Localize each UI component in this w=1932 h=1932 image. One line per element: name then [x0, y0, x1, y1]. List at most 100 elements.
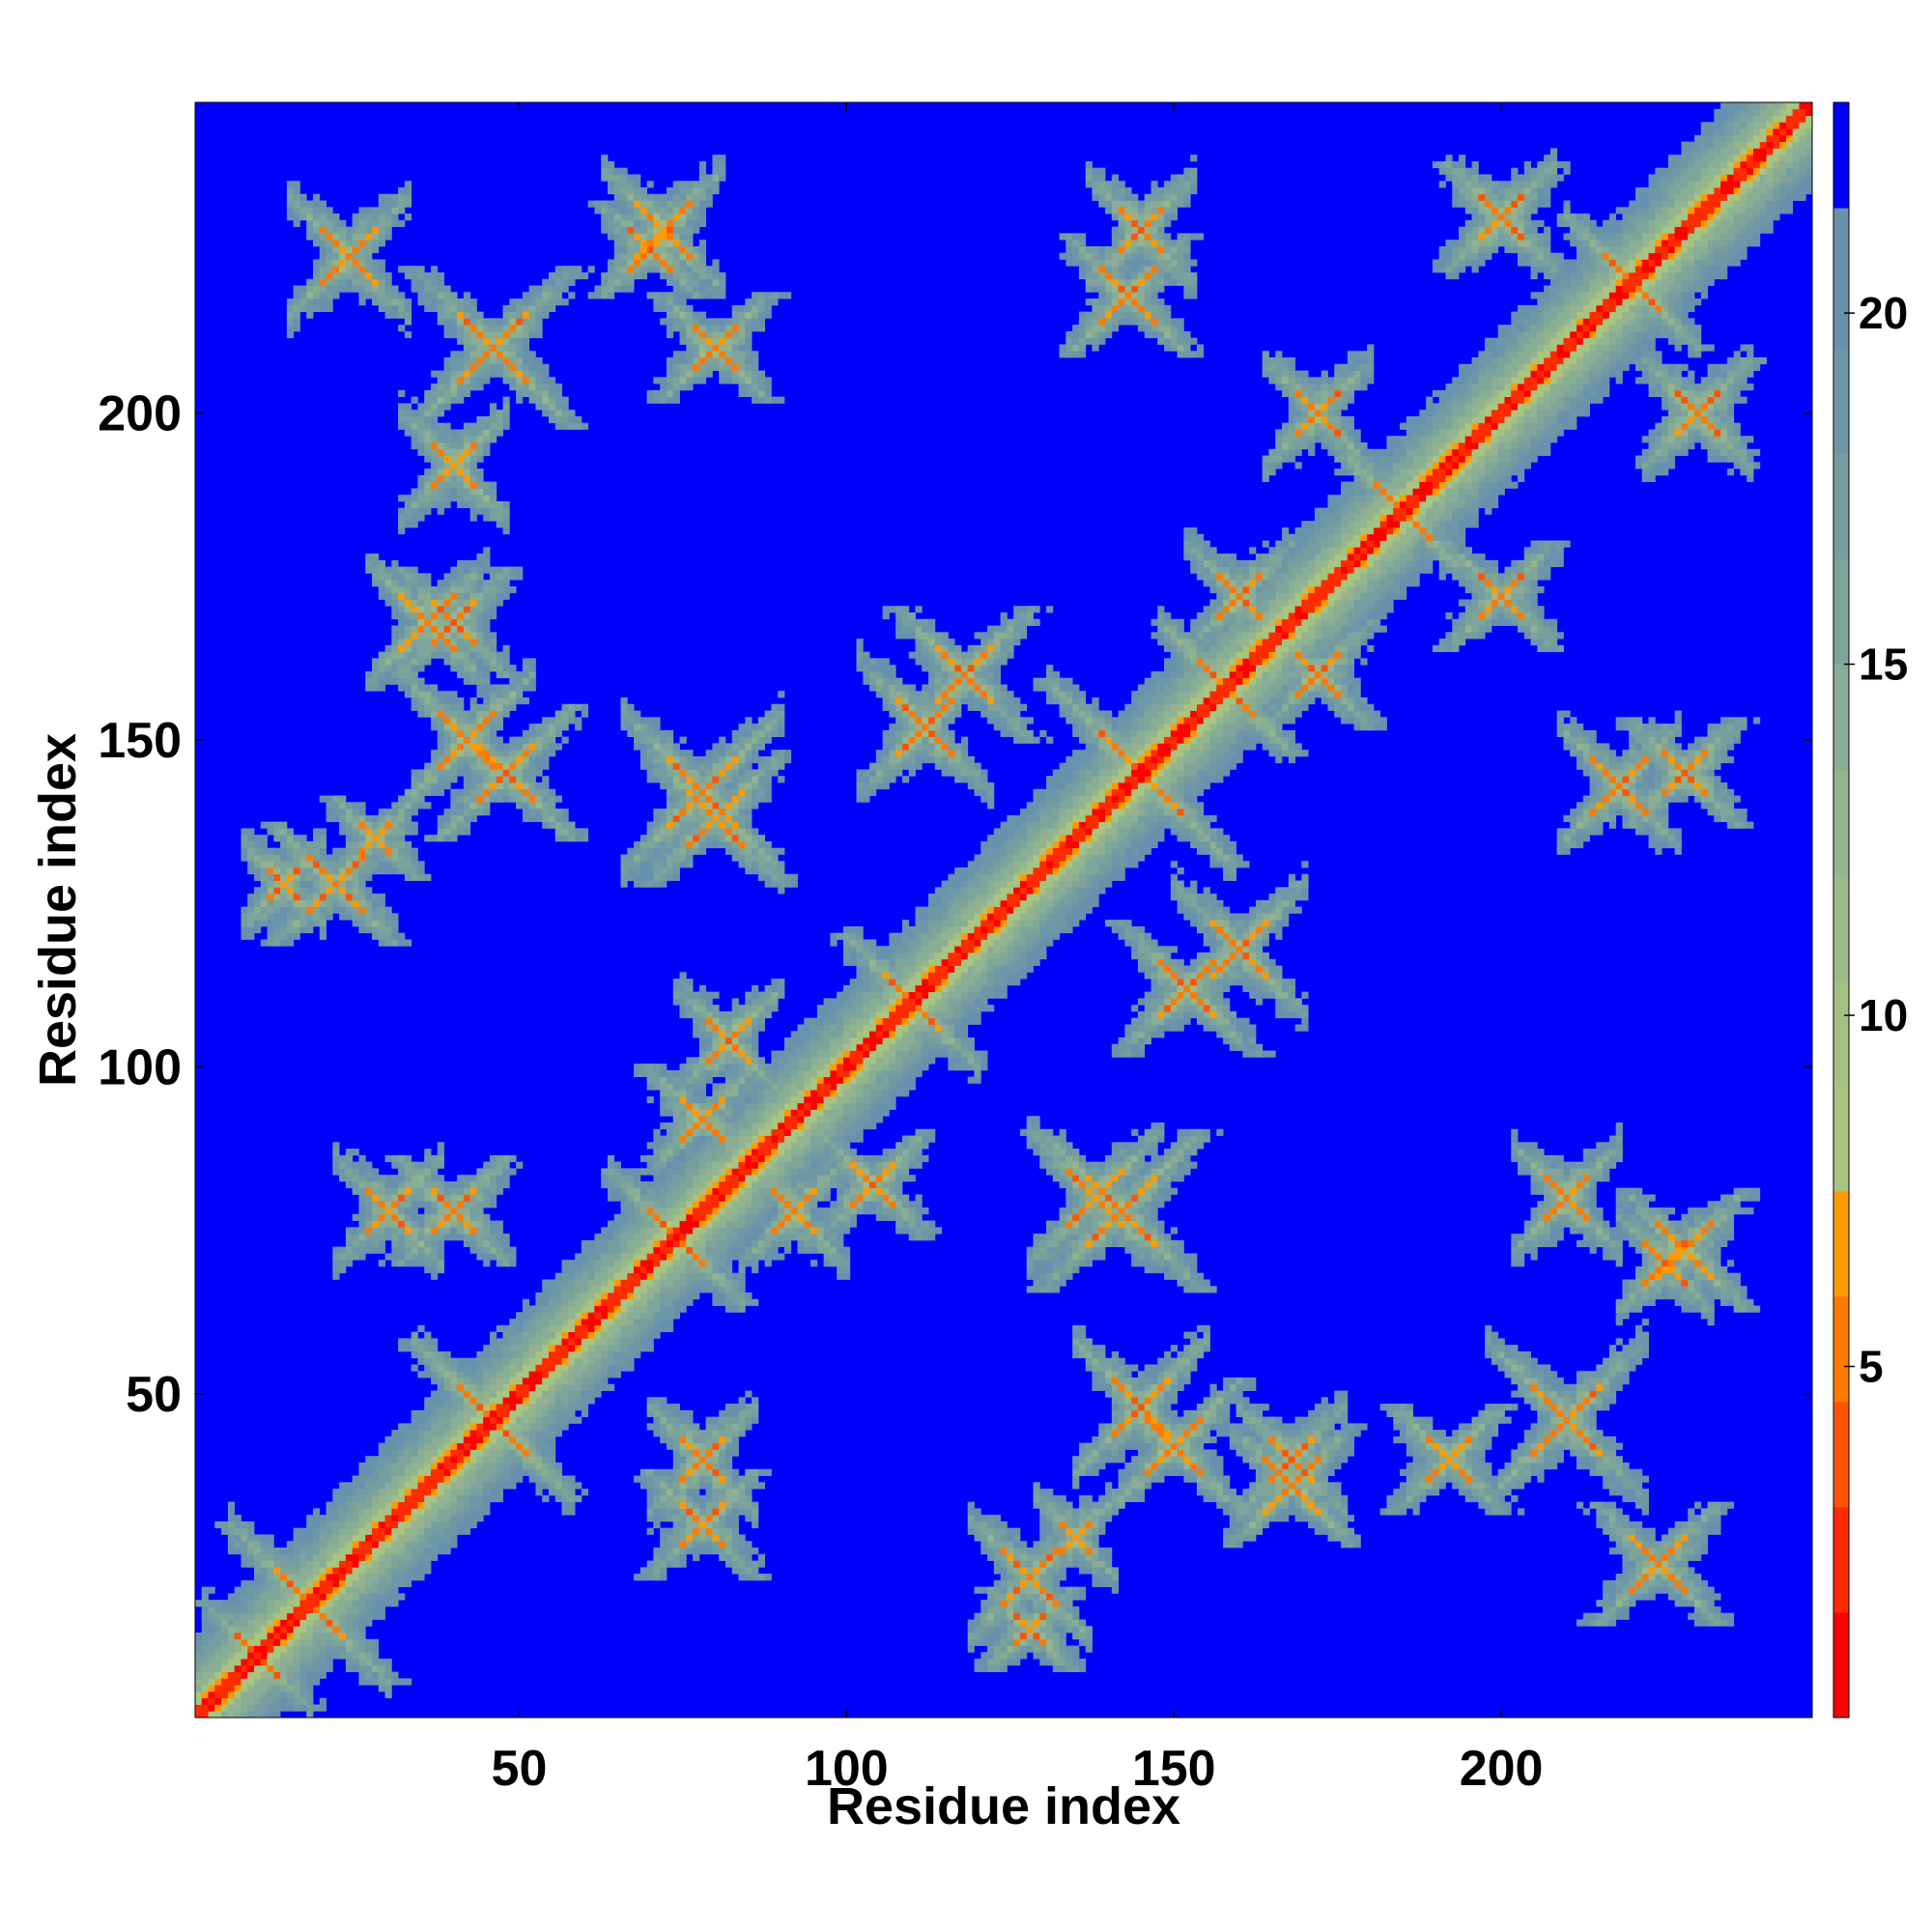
heatmap-cell — [312, 835, 321, 842]
heatmap-cell — [666, 1239, 674, 1248]
heatmap-cell — [378, 580, 385, 587]
heatmap-cell — [306, 906, 314, 914]
heatmap-cell — [476, 703, 484, 711]
heatmap-cell — [646, 1574, 654, 1581]
heatmap-cell — [627, 1246, 635, 1254]
heatmap-cell — [679, 1208, 687, 1215]
heatmap-cell — [280, 1574, 288, 1581]
heatmap-cell — [306, 894, 314, 901]
heatmap-cell — [424, 507, 432, 515]
heatmap-cell — [345, 259, 354, 267]
heatmap-cell — [417, 1574, 425, 1581]
heatmap-cell — [522, 809, 530, 816]
heatmap-cell — [672, 1305, 680, 1313]
heatmap-cell — [352, 828, 359, 836]
heatmap-cell — [653, 298, 661, 306]
heatmap-cell — [476, 1442, 484, 1450]
heatmap-cell — [384, 809, 392, 816]
heatmap-cell — [509, 573, 517, 581]
heatmap-cell — [384, 200, 392, 208]
heatmap-cell — [221, 1685, 229, 1692]
heatmap-cell — [672, 1109, 680, 1117]
heatmap-cell — [430, 1501, 439, 1509]
heatmap-cell — [476, 1383, 484, 1391]
heatmap-cell — [319, 1574, 327, 1581]
heatmap-cell — [627, 724, 635, 731]
heatmap-cell — [443, 1468, 451, 1476]
heatmap-cell — [417, 1515, 425, 1522]
heatmap-cell — [260, 1678, 268, 1686]
heatmap-cell — [293, 1638, 300, 1646]
heatmap-cell — [653, 776, 661, 783]
heatmap-cell — [391, 1463, 399, 1470]
heatmap-cell — [273, 894, 281, 901]
heatmap-cell — [548, 298, 556, 306]
heatmap-cell — [607, 1234, 615, 1241]
heatmap-cell — [542, 1357, 550, 1365]
heatmap-cell — [384, 939, 392, 947]
heatmap-cell — [221, 1671, 229, 1679]
heatmap-cell — [332, 278, 340, 286]
heatmap-cell — [476, 632, 484, 639]
heatmap-cell — [535, 736, 543, 744]
heatmap-cell — [535, 298, 543, 306]
heatmap-cell — [613, 1272, 621, 1280]
heatmap-cell — [646, 1234, 654, 1241]
heatmap-cell — [312, 1586, 321, 1594]
heatmap-cell — [267, 1567, 274, 1575]
heatmap-cell — [378, 1220, 385, 1228]
heatmap-cell — [417, 1449, 425, 1457]
heatmap-cell — [241, 1690, 248, 1699]
heatmap-cell — [450, 1508, 458, 1516]
heatmap-cell — [365, 1463, 373, 1470]
heatmap-cell — [489, 750, 497, 757]
heatmap-cell — [332, 1534, 340, 1542]
heatmap-cell — [601, 226, 609, 234]
heatmap-cell — [299, 193, 307, 201]
heatmap-cell — [352, 1501, 359, 1509]
heatmap-cell — [502, 795, 510, 803]
heatmap-cell — [404, 1501, 412, 1509]
heatmap-cell — [542, 1390, 550, 1398]
heatmap-cell — [345, 1239, 354, 1248]
heatmap-cell — [469, 769, 477, 777]
heatmap-cell — [411, 1574, 418, 1581]
heatmap-cell — [227, 1605, 236, 1614]
heatmap-cell — [509, 325, 517, 332]
heatmap-cell — [437, 1220, 444, 1228]
heatmap-cell — [299, 207, 307, 214]
heatmap-cell — [581, 422, 589, 430]
heatmap-cell — [561, 298, 569, 306]
heatmap-cell — [483, 1378, 491, 1385]
heatmap-cell — [417, 592, 425, 600]
heatmap-cell — [666, 1501, 674, 1509]
heatmap-cell — [601, 278, 609, 286]
heatmap-cell — [424, 1463, 432, 1470]
heatmap-cell — [653, 1567, 661, 1575]
heatmap-cell — [666, 1553, 674, 1561]
heatmap-cell — [371, 226, 380, 234]
heatmap-cell — [411, 278, 418, 286]
heatmap-cell — [627, 1227, 635, 1235]
heatmap-cell — [502, 337, 510, 345]
heatmap-cell — [319, 1560, 327, 1568]
heatmap-cell — [463, 377, 471, 384]
heatmap-cell — [528, 1324, 536, 1333]
heatmap-cell — [378, 1579, 385, 1588]
heatmap-cell — [417, 1201, 425, 1208]
heatmap-cell — [639, 755, 648, 764]
heatmap-cell — [502, 1371, 510, 1378]
heatmap-cell — [666, 1168, 674, 1176]
heatmap-cell — [411, 788, 418, 796]
heatmap-cell — [339, 1553, 347, 1561]
heatmap-cell — [613, 1246, 621, 1254]
heatmap-cell — [587, 1312, 595, 1320]
heatmap-cell — [601, 1305, 609, 1313]
heatmap-cell — [476, 1409, 484, 1418]
heatmap-cell — [476, 330, 484, 339]
heatmap-cell — [319, 880, 327, 888]
heatmap-cell — [345, 1600, 354, 1607]
heatmap-cell — [601, 213, 609, 221]
heatmap-cell — [496, 1324, 503, 1333]
heatmap-cell — [660, 1149, 668, 1156]
